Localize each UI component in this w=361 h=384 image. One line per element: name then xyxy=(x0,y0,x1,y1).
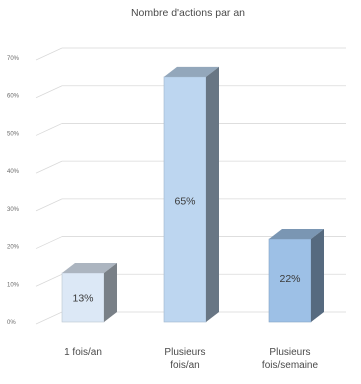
chart-title: Nombre d'actions par an xyxy=(131,7,245,19)
bar-side xyxy=(104,262,117,322)
bar-side xyxy=(311,229,324,322)
y-tick-label: 0% xyxy=(7,320,16,326)
y-tick-label: 60% xyxy=(7,94,20,100)
y-tick-label: 20% xyxy=(7,245,20,251)
gridline-diagonal xyxy=(35,236,63,249)
y-tick-label: 10% xyxy=(7,282,20,288)
bar-front xyxy=(163,76,207,323)
gridline-diagonal xyxy=(35,160,63,174)
bar xyxy=(268,229,324,323)
gridline-diagonal xyxy=(35,273,63,287)
y-tick-label: 40% xyxy=(7,169,20,175)
y-tick-label: 30% xyxy=(7,207,20,213)
bar-top xyxy=(269,229,324,240)
bar-front xyxy=(61,272,105,323)
bars xyxy=(61,66,324,323)
gridline-diagonal xyxy=(35,311,63,325)
category-label: Plusieurs fois/semaine xyxy=(262,347,319,371)
data-labels: 13% 65% 22% xyxy=(72,195,300,304)
bar xyxy=(61,262,117,323)
data-label: 65% xyxy=(174,195,195,207)
data-label: 13% xyxy=(72,292,93,304)
gridline-diagonal xyxy=(35,198,63,212)
category-labels: 1 fois/an Plusieurs fois/an Plusieurs fois/s… xyxy=(64,347,318,371)
gridline-diagonal xyxy=(35,85,63,99)
bar-front xyxy=(268,238,312,323)
bar-top xyxy=(62,262,117,273)
bar-top xyxy=(164,66,219,77)
data-label: 22% xyxy=(279,273,300,285)
gridline-diagonal xyxy=(35,47,63,61)
category-label: Plusieurs fois/an xyxy=(164,347,205,371)
bar xyxy=(163,66,219,323)
bar-side xyxy=(206,66,219,322)
y-tick-label: 70% xyxy=(7,56,20,62)
y-axis-ticks: 0% 10% 20% 30% 40% 50% 60% 70% xyxy=(7,56,20,326)
y-tick-label: 50% xyxy=(7,131,20,137)
gridline-diagonal xyxy=(35,123,63,136)
category-label: 1 fois/an xyxy=(64,347,102,358)
